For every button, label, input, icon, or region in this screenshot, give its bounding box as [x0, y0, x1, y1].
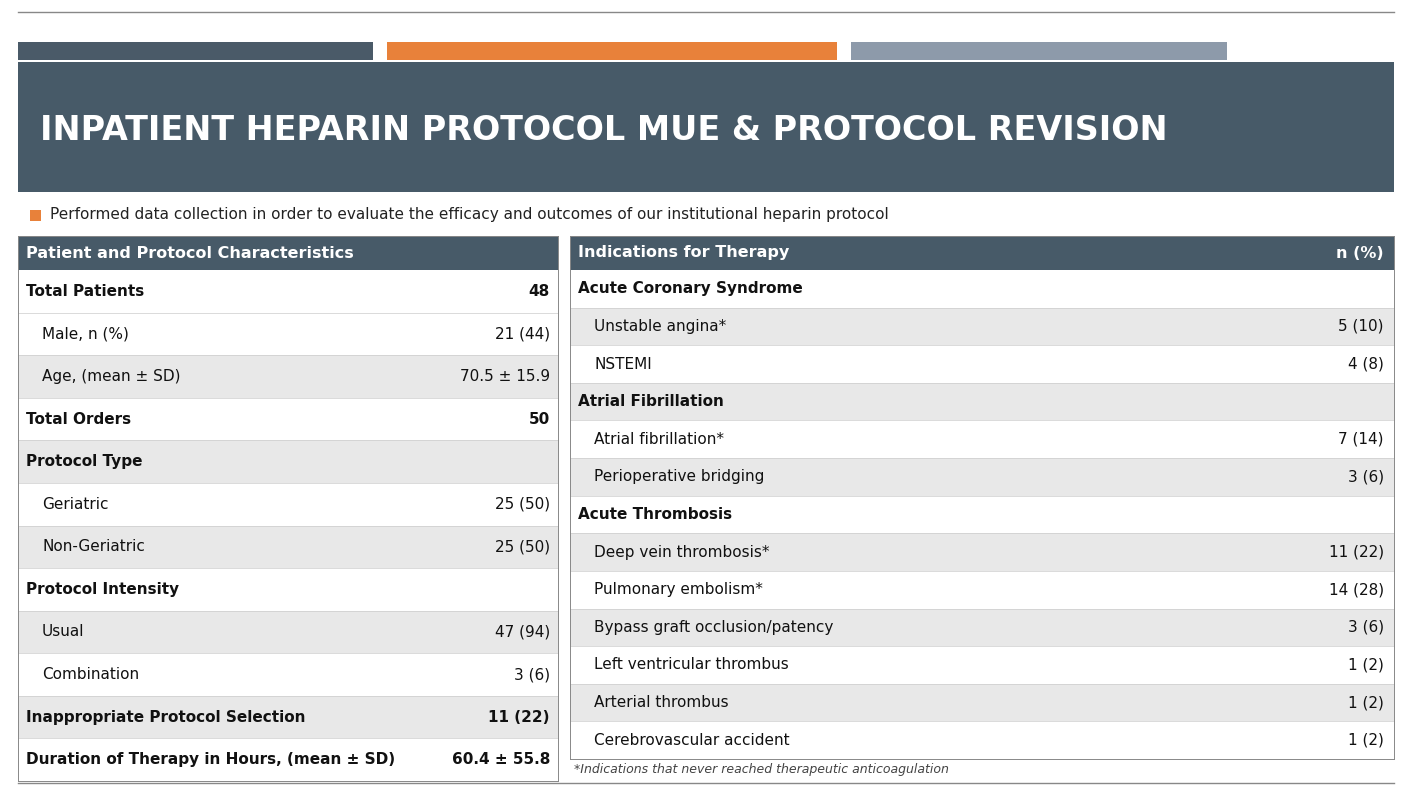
Bar — [570, 609, 1394, 646]
Text: Combination: Combination — [42, 667, 140, 682]
Bar — [18, 738, 558, 781]
Bar — [570, 571, 1394, 609]
Text: Protocol Type: Protocol Type — [25, 454, 143, 469]
Text: Male, n (%): Male, n (%) — [42, 326, 128, 342]
Bar — [570, 721, 1394, 759]
Text: Acute Thrombosis: Acute Thrombosis — [578, 507, 733, 522]
Bar — [570, 458, 1394, 496]
Text: 25 (50): 25 (50) — [494, 496, 551, 512]
Bar — [18, 270, 558, 313]
Text: Left ventricular thrombus: Left ventricular thrombus — [594, 658, 789, 673]
Text: 11 (22): 11 (22) — [489, 709, 551, 725]
Bar — [18, 696, 558, 738]
Text: Atrial Fibrillation: Atrial Fibrillation — [578, 394, 724, 409]
Bar — [18, 526, 558, 568]
Bar — [570, 421, 1394, 458]
Text: INPATIENT HEPARIN PROTOCOL MUE & PROTOCOL REVISION: INPATIENT HEPARIN PROTOCOL MUE & PROTOCO… — [40, 114, 1168, 148]
Bar — [18, 397, 558, 440]
Text: Patient and Protocol Characteristics: Patient and Protocol Characteristics — [25, 246, 354, 260]
Text: 60.4 ± 55.8: 60.4 ± 55.8 — [452, 753, 551, 767]
Text: 11 (22): 11 (22) — [1329, 544, 1384, 559]
Text: Perioperative bridging: Perioperative bridging — [594, 469, 764, 484]
Bar — [18, 654, 558, 696]
Text: Age, (mean ± SD): Age, (mean ± SD) — [42, 369, 181, 384]
Text: 1 (2): 1 (2) — [1348, 733, 1384, 748]
Bar — [570, 270, 1394, 307]
Text: 1 (2): 1 (2) — [1348, 658, 1384, 673]
Text: 5 (10): 5 (10) — [1339, 319, 1384, 334]
Text: Total Orders: Total Orders — [25, 412, 131, 427]
Bar — [18, 42, 373, 60]
Bar — [18, 236, 558, 270]
Bar — [18, 62, 1394, 192]
Bar — [18, 568, 558, 610]
Text: 4 (8): 4 (8) — [1348, 357, 1384, 372]
Bar — [570, 307, 1394, 346]
Text: *Indications that never reached therapeutic anticoagulation: *Indications that never reached therapeu… — [575, 763, 949, 776]
Text: Inappropriate Protocol Selection: Inappropriate Protocol Selection — [25, 709, 305, 725]
Text: Cerebrovascular accident: Cerebrovascular accident — [594, 733, 789, 748]
Text: 48: 48 — [528, 284, 551, 298]
Text: 50: 50 — [528, 412, 551, 427]
Bar — [570, 646, 1394, 684]
Bar — [570, 236, 1394, 270]
Bar — [18, 610, 558, 654]
Text: Total Patients: Total Patients — [25, 284, 144, 298]
Text: n (%): n (%) — [1336, 246, 1384, 260]
Text: Deep vein thrombosis*: Deep vein thrombosis* — [594, 544, 770, 559]
Text: Unstable angina*: Unstable angina* — [594, 319, 726, 334]
Bar — [387, 42, 837, 60]
Text: Bypass graft occlusion/patency: Bypass graft occlusion/patency — [594, 620, 833, 635]
Text: Geriatric: Geriatric — [42, 496, 109, 512]
Text: 21 (44): 21 (44) — [494, 326, 551, 342]
Text: NSTEMI: NSTEMI — [594, 357, 652, 372]
Text: 1 (2): 1 (2) — [1348, 695, 1384, 710]
Text: Arterial thrombus: Arterial thrombus — [594, 695, 729, 710]
Text: 14 (28): 14 (28) — [1329, 583, 1384, 597]
Text: 7 (14): 7 (14) — [1339, 432, 1384, 447]
Text: 25 (50): 25 (50) — [494, 539, 551, 555]
Text: Protocol Intensity: Protocol Intensity — [25, 582, 179, 597]
Text: 3 (6): 3 (6) — [1348, 469, 1384, 484]
Text: Indications for Therapy: Indications for Therapy — [578, 246, 789, 260]
Bar — [18, 483, 558, 526]
Bar — [18, 313, 558, 355]
Bar — [570, 346, 1394, 383]
Bar — [30, 210, 41, 220]
Bar — [570, 684, 1394, 721]
Text: Atrial fibrillation*: Atrial fibrillation* — [594, 432, 724, 447]
Text: 47 (94): 47 (94) — [494, 625, 551, 639]
Text: 70.5 ± 15.9: 70.5 ± 15.9 — [460, 369, 551, 384]
Text: Pulmonary embolism*: Pulmonary embolism* — [594, 583, 762, 597]
Text: Acute Coronary Syndrome: Acute Coronary Syndrome — [578, 282, 803, 296]
Bar — [18, 355, 558, 397]
Bar — [570, 496, 1394, 533]
Bar — [570, 383, 1394, 421]
Bar — [18, 440, 558, 483]
Text: Non-Geriatric: Non-Geriatric — [42, 539, 145, 555]
Text: 3 (6): 3 (6) — [1348, 620, 1384, 635]
Text: Usual: Usual — [42, 625, 85, 639]
Bar — [851, 42, 1227, 60]
Bar — [570, 533, 1394, 571]
Text: Performed data collection in order to evaluate the efficacy and outcomes of our : Performed data collection in order to ev… — [49, 207, 888, 223]
Text: Duration of Therapy in Hours, (mean ± SD): Duration of Therapy in Hours, (mean ± SD… — [25, 753, 395, 767]
Text: 3 (6): 3 (6) — [514, 667, 551, 682]
